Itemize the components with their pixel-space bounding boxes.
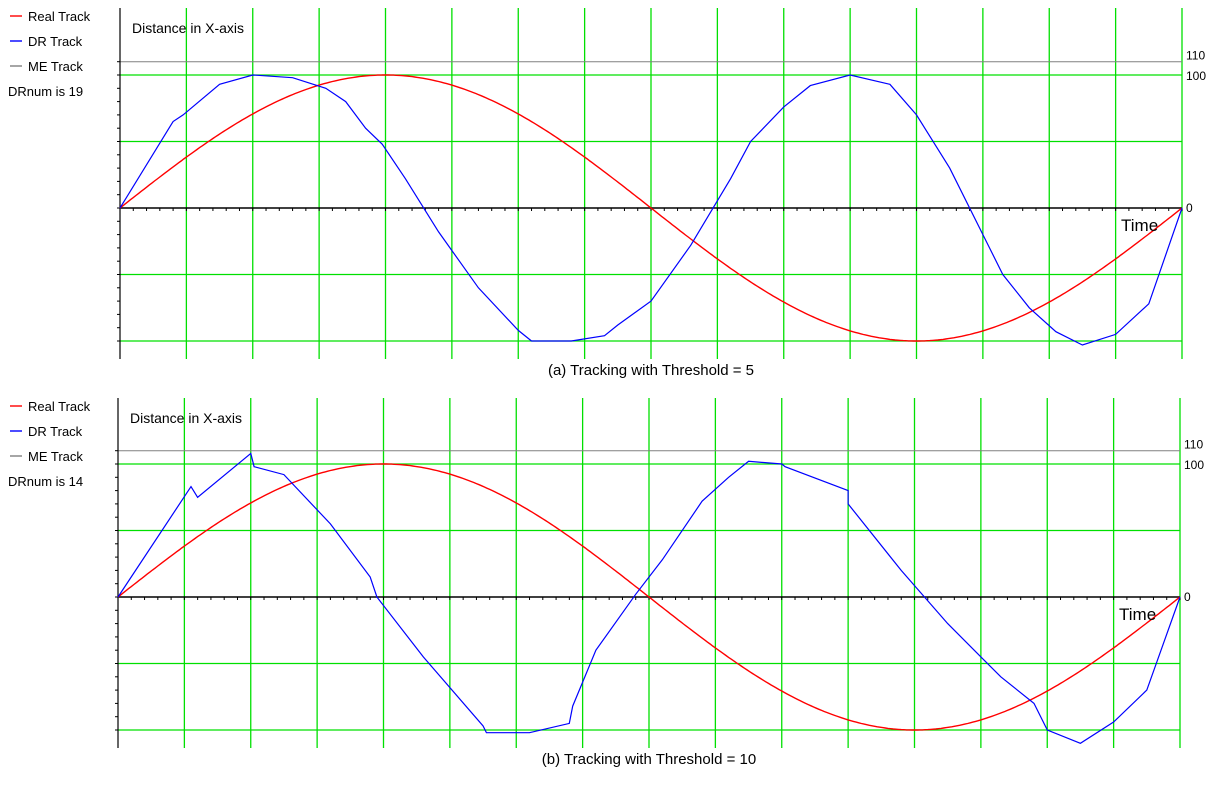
legend-item-me: ME Track bbox=[10, 59, 83, 74]
legend: Real Track DR Track ME Track bbox=[10, 9, 91, 74]
y-tick-label: 100 bbox=[1186, 69, 1206, 83]
legend-item-real: Real Track bbox=[10, 9, 91, 24]
legend-label-dr: DR Track bbox=[28, 424, 83, 439]
legend-label-me: ME Track bbox=[28, 59, 83, 74]
y-tick-label: 100 bbox=[1184, 458, 1204, 472]
x-axis-label: Time bbox=[1119, 605, 1156, 624]
y-tick-label: 0 bbox=[1186, 201, 1193, 215]
dr-track-line bbox=[119, 74, 1183, 346]
legend-label-me: ME Track bbox=[28, 449, 83, 464]
real-track-line bbox=[117, 463, 1181, 731]
dr-count-text: DRnum is 19 bbox=[8, 84, 83, 99]
y-tick-label: 110 bbox=[1186, 49, 1205, 63]
chart-panel-a: 110 100 0 Real Track DR Track ME Track DRnum i… bbox=[8, 8, 1206, 379]
legend-item-real: Real Track bbox=[10, 399, 91, 414]
legend: Real Track DR Track ME Track bbox=[10, 399, 91, 464]
y-tick-label: 0 bbox=[1184, 590, 1191, 604]
x-axis-label: Time bbox=[1121, 216, 1158, 235]
chart-panel-b: 110 100 0 Real Track DR Track ME Track DRnum i… bbox=[8, 398, 1204, 768]
legend-item-dr: DR Track bbox=[10, 34, 83, 49]
chart-caption: (a) Tracking with Threshold = 5 bbox=[548, 362, 754, 379]
y-axis-label: Distance in X-axis bbox=[130, 410, 242, 426]
legend-label-dr: DR Track bbox=[28, 34, 83, 49]
legend-item-me: ME Track bbox=[10, 449, 83, 464]
chart-caption: (b) Tracking with Threshold = 10 bbox=[542, 751, 756, 768]
dr-count-text: DRnum is 14 bbox=[8, 474, 83, 489]
legend-label-real: Real Track bbox=[28, 9, 91, 24]
legend-item-dr: DR Track bbox=[10, 424, 83, 439]
real-track-line bbox=[119, 74, 1183, 342]
y-tick-label: 110 bbox=[1184, 438, 1203, 452]
legend-label-real: Real Track bbox=[28, 399, 91, 414]
y-axis-label: Distance in X-axis bbox=[132, 20, 244, 36]
grid bbox=[118, 398, 1181, 748]
grid bbox=[120, 8, 1183, 359]
dr-track-line bbox=[117, 452, 1181, 744]
